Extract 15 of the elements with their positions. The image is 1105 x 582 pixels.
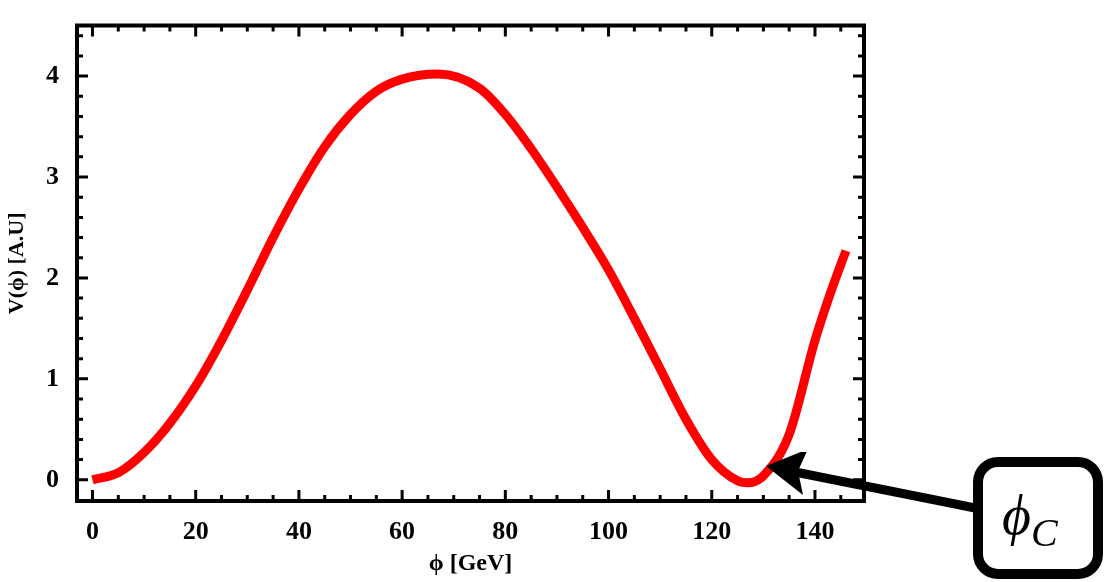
x-tick-label: 100 [589, 516, 629, 546]
x-tick-label: 60 [389, 516, 416, 546]
x-tick-label: 80 [492, 516, 519, 546]
y-tick-label: 1 [46, 362, 59, 392]
x-tick-label: 120 [692, 516, 732, 546]
y-tick-label: 3 [46, 160, 59, 190]
y-axis-title: V(ϕ) [A.U] [2, 212, 28, 315]
x-tick-label: 40 [285, 516, 312, 546]
y-tick-label: 2 [46, 261, 59, 291]
x-tick-label: 20 [182, 516, 209, 546]
x-tick-label: 140 [795, 516, 835, 546]
y-tick-label: 0 [46, 463, 59, 493]
y-tick-label: 4 [46, 59, 59, 89]
x-axis-title: ϕ [GeV] [428, 548, 513, 575]
x-tick-label: 0 [85, 516, 99, 546]
